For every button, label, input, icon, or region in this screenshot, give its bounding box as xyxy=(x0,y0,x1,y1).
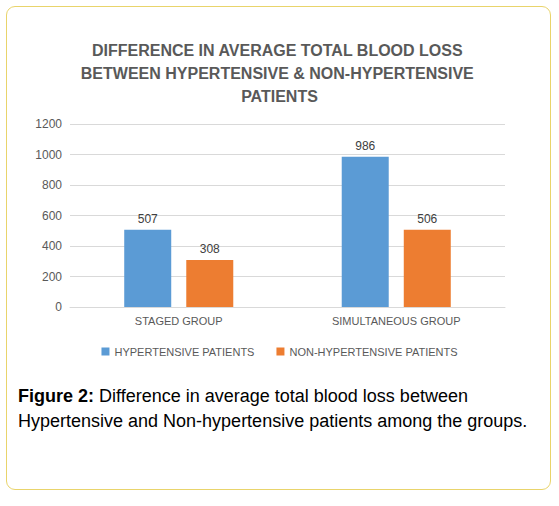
svg-text:PATIENTS: PATIENTS xyxy=(241,88,318,105)
svg-text:986: 986 xyxy=(355,139,375,153)
svg-text:NON-HYPERTENSIVE PATIENTS: NON-HYPERTENSIVE PATIENTS xyxy=(289,346,457,358)
svg-text:308: 308 xyxy=(200,242,220,256)
svg-text:506: 506 xyxy=(417,212,437,226)
svg-text:HYPERTENSIVE PATIENTS: HYPERTENSIVE PATIENTS xyxy=(114,346,254,358)
svg-text:507: 507 xyxy=(138,212,158,226)
svg-text:STAGED GROUP: STAGED GROUP xyxy=(135,315,223,327)
svg-text:BETWEEN HYPERTENSIVE & NON-HYP: BETWEEN HYPERTENSIVE & NON-HYPERTENSIVE xyxy=(81,65,478,82)
svg-text:1200: 1200 xyxy=(35,117,62,131)
svg-text:600: 600 xyxy=(42,209,62,223)
svg-text:0: 0 xyxy=(55,300,62,314)
svg-text:200: 200 xyxy=(42,270,62,284)
svg-text:400: 400 xyxy=(42,239,62,253)
svg-text:DIFFERENCE IN AVERAGE TOTAL BL: DIFFERENCE IN AVERAGE TOTAL BLOOD LOSS xyxy=(92,42,467,59)
svg-text:1000: 1000 xyxy=(35,148,62,162)
svg-text:800: 800 xyxy=(42,178,62,192)
svg-text:SIMULTANEOUS GROUP: SIMULTANEOUS GROUP xyxy=(332,315,461,327)
html-text:Figure 2: Difference in averag: Figure 2: Difference in average total bl… xyxy=(18,386,528,431)
